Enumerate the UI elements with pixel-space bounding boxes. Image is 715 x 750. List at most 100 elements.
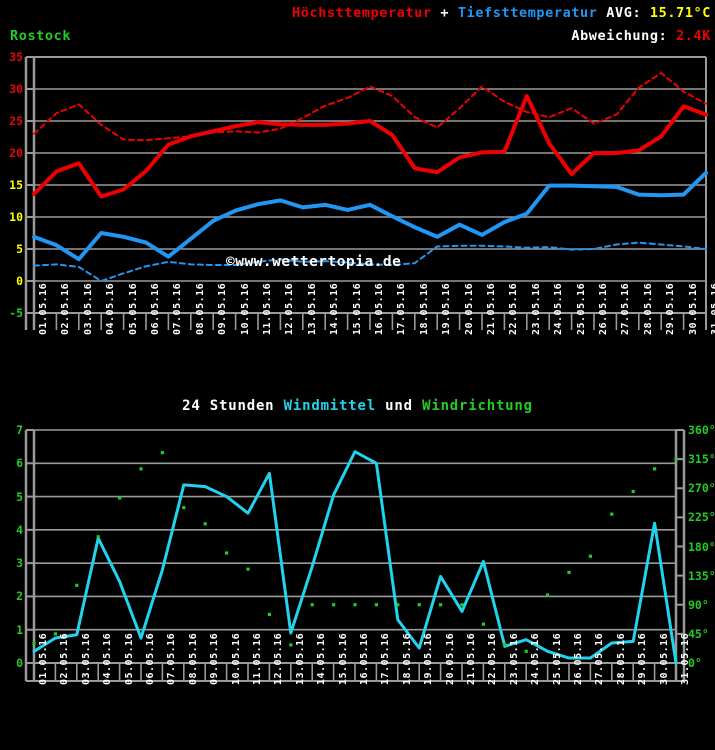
deviation-value: 2.4K — [676, 28, 711, 44]
temp-ytick-0: 0 — [16, 274, 23, 288]
wind-xtick-25: 25.05.16 — [551, 632, 563, 685]
wind-direction-point — [481, 622, 485, 626]
wind-xtick-21: 21.05.16 — [466, 632, 477, 685]
wind-direction-point — [182, 506, 186, 510]
wind-xtick-3: 03.05.16 — [80, 632, 92, 685]
wind-xtick-7: 07.05.16 — [166, 632, 178, 685]
series-höchsttemperatur-mittel — [33, 72, 707, 142]
wind-xtick-30: 30.05.16 — [658, 632, 670, 685]
wind-dir-ytick-135: 135° — [688, 568, 715, 583]
wind-ytick-1: 1 — [16, 622, 23, 637]
series-höchsttemperatur — [32, 94, 708, 199]
wind-direction-point — [225, 551, 229, 555]
wind-direction-point — [118, 496, 122, 500]
wind-xtick-27: 27.05.16 — [594, 632, 606, 685]
wind-direction-point — [546, 593, 550, 597]
temp-ytick-15: 15 — [9, 178, 23, 192]
wind-direction-point — [588, 554, 592, 558]
wind-xtick-12: 12.05.16 — [273, 632, 285, 685]
temp-ytick-20: 20 — [9, 146, 23, 160]
wind-direction-point — [524, 649, 528, 653]
wind-xtick-19: 19.05.16 — [423, 632, 435, 685]
wind-dir-ytick-360: 360° — [688, 423, 715, 437]
wind-title-part-windmittel: Windmittel — [283, 398, 376, 414]
wind-ytick-5: 5 — [16, 489, 23, 504]
wind-xtick-9: 09.05.16 — [209, 632, 221, 685]
wind-xtick-23: 23.05.16 — [508, 632, 520, 685]
wind-xtick-13: 13.05.16 — [294, 632, 306, 685]
wind-dir-ytick-0: 0° — [688, 656, 702, 670]
wind-title-part-und: und — [375, 398, 423, 414]
wind-ytick-3: 3 — [16, 556, 23, 571]
chart-header-line-1: Höchsttemperatur + Tiefsttemperatur AVG:… — [0, 5, 715, 21]
wind-direction-point — [353, 603, 357, 607]
wind-direction-point — [460, 603, 464, 607]
wind-xtick-14: 14.05.16 — [316, 632, 328, 685]
wind-direction-point — [610, 512, 614, 516]
wind-direction-point — [417, 603, 421, 607]
wind-direction-point — [396, 603, 400, 607]
wind-dir-ytick-180: 180° — [688, 539, 715, 554]
wind-direction-point — [439, 603, 443, 607]
wind-xtick-26: 26.05.16 — [573, 632, 584, 685]
wind-direction-point — [332, 603, 336, 607]
wind-direction-point — [32, 641, 36, 646]
wind-title-part-windrichtung: Windrichtung — [422, 398, 533, 414]
wind-direction-point — [203, 522, 207, 526]
wind-ytick-6: 6 — [16, 456, 23, 471]
wind-xtick-20: 20.05.16 — [444, 632, 456, 685]
temp-ytick--5: -5 — [9, 306, 23, 320]
series-tiefsttemperatur-mittel — [33, 241, 707, 282]
wind-dir-ytick-90: 90° — [688, 597, 709, 612]
wind-xtick-4: 04.05.16 — [102, 632, 114, 685]
temp-ytick-10: 10 — [9, 210, 23, 224]
header-max-temp-label: Höchsttemperatur — [292, 5, 432, 21]
temp-ytick-30: 30 — [9, 82, 23, 96]
temp-ytick-35: 35 — [9, 50, 23, 64]
wind-ytick-0: 0 — [16, 656, 23, 670]
wind-direction-point — [503, 643, 507, 647]
wind-direction-point — [53, 632, 57, 636]
deviation-label: Abweichung: — [571, 28, 677, 44]
wind-xtick-18: 18.05.16 — [401, 632, 413, 685]
wind-direction-point — [267, 612, 271, 617]
wind-direction-point — [96, 535, 100, 539]
wind-direction-point — [631, 489, 635, 494]
wind-ytick-4: 4 — [16, 522, 23, 537]
wind-xtick-28: 28.05.16 — [615, 632, 627, 685]
wind-dir-ytick-45: 45° — [688, 626, 709, 641]
wind-ytick-7: 7 — [16, 423, 23, 437]
wind-xtick-11: 11.05.16 — [252, 632, 263, 685]
wind-xtick-1: 01.05.16 — [38, 632, 49, 685]
chart-header-line-2: Abweichung: 2.4K — [0, 28, 715, 44]
header-min-temp-label: Tiefsttemperatur — [457, 5, 598, 21]
station-name-label: Rostock — [10, 28, 72, 44]
wind-xtick-16: 16.05.16 — [359, 632, 370, 685]
wind-direction-point — [567, 570, 571, 574]
wind-direction-point — [653, 467, 657, 471]
wind-xtick-15: 15.05.16 — [337, 632, 349, 685]
wind-xtick-31: 31.05.16 — [680, 632, 691, 685]
series-tiefsttemperatur — [32, 170, 708, 262]
wind-xtick-29: 29.05.16 — [637, 632, 649, 685]
wind-xtick-8: 08.05.16 — [187, 632, 199, 685]
wind-direction-point — [139, 467, 143, 471]
wind-xtick-10: 10.05.16 — [230, 632, 242, 685]
wind-dir-ytick-315: 315° — [688, 452, 715, 467]
watermark-text: ©www.wettertopia.de — [226, 254, 402, 270]
wind-title-part-hours: 24 Stunden — [182, 398, 284, 414]
wind-direction-point — [160, 451, 164, 455]
wind-direction-point — [674, 457, 678, 461]
wind-xtick-17: 17.05.16 — [380, 632, 392, 685]
wind-dir-ytick-270: 270° — [688, 481, 715, 496]
wind-direction-point — [374, 603, 378, 607]
wind-direction-point — [310, 603, 314, 607]
temp-ytick-5: 5 — [16, 242, 23, 256]
temp-ytick-25: 25 — [9, 114, 23, 128]
wind-dir-ytick-225: 225° — [688, 510, 715, 525]
temperature-chart — [24, 56, 708, 330]
header-avg-label: AVG: — [597, 5, 650, 21]
series-windmittel — [32, 450, 678, 665]
header-plus-sign: + — [431, 5, 458, 21]
